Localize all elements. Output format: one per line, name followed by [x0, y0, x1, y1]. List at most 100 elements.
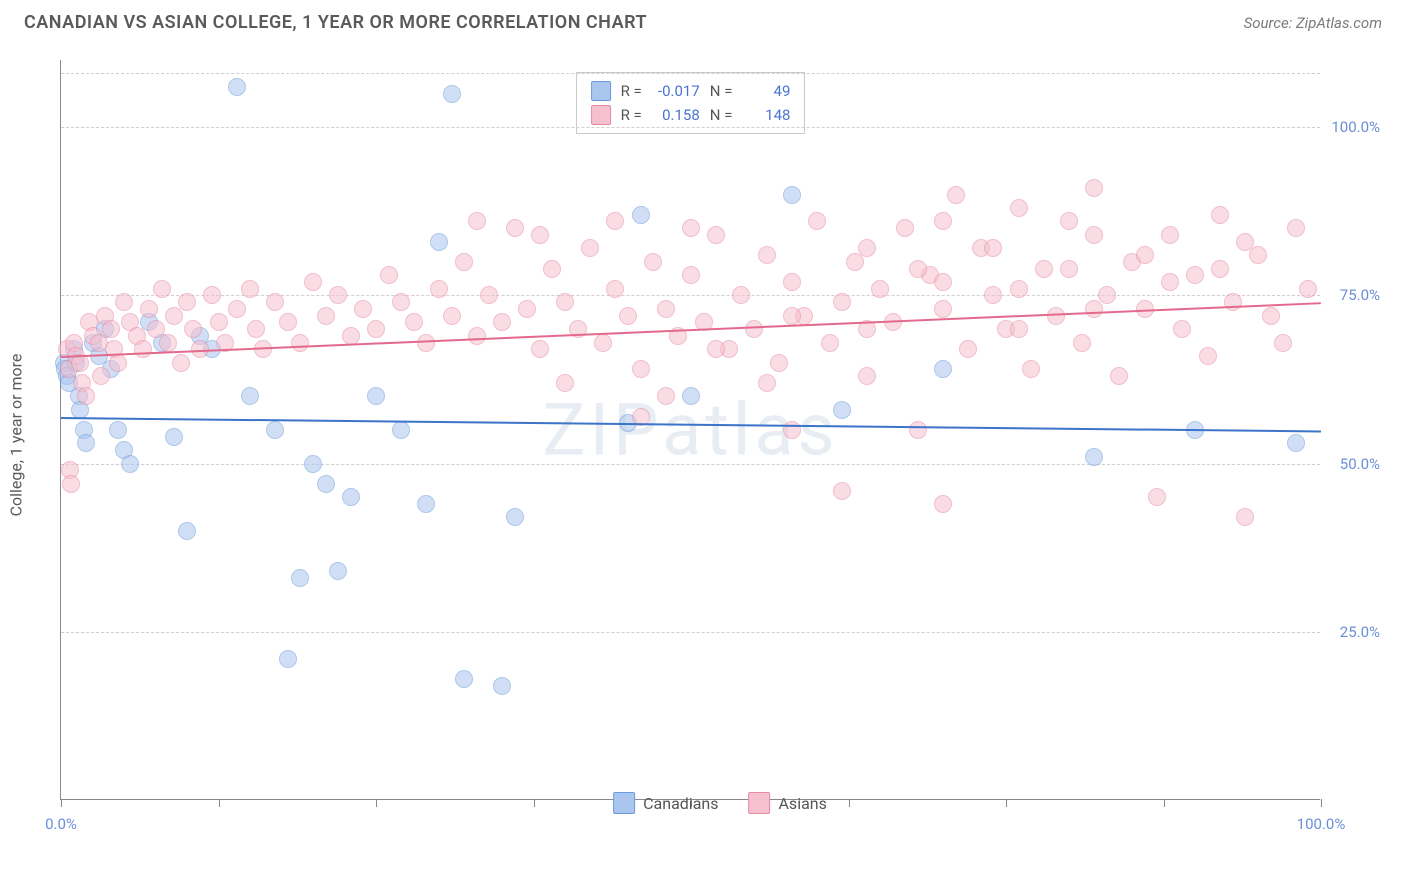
data-point: [62, 475, 80, 493]
data-point: [745, 320, 763, 338]
data-point: [266, 293, 284, 311]
data-point: [1211, 260, 1229, 278]
x-tick: [1006, 799, 1007, 807]
data-point: [833, 482, 851, 500]
x-tick: [219, 799, 220, 807]
data-point: [758, 374, 776, 392]
data-point: [1136, 246, 1154, 264]
data-point: [317, 475, 335, 493]
legend-swatch: [591, 105, 611, 125]
n-value: 49: [742, 79, 790, 103]
data-point: [821, 334, 839, 352]
data-point: [329, 286, 347, 304]
data-point: [1211, 206, 1229, 224]
data-point: [732, 286, 750, 304]
data-point: [1173, 320, 1191, 338]
data-point: [279, 313, 297, 331]
data-point: [934, 495, 952, 513]
legend-swatch: [613, 792, 635, 814]
data-point: [594, 334, 612, 352]
data-point: [210, 313, 228, 331]
y-tick-label: 75.0%: [1325, 286, 1380, 304]
data-point: [291, 334, 309, 352]
data-point: [1085, 300, 1103, 318]
data-point: [392, 293, 410, 311]
data-point: [455, 670, 473, 688]
x-tick: [534, 799, 535, 807]
data-point: [632, 360, 650, 378]
data-point: [606, 212, 624, 230]
data-point: [121, 455, 139, 473]
data-point: [329, 562, 347, 580]
data-point: [531, 226, 549, 244]
data-point: [172, 354, 190, 372]
data-point: [619, 307, 637, 325]
data-point: [1224, 293, 1242, 311]
data-point: [241, 387, 259, 405]
data-point: [556, 374, 574, 392]
data-point: [109, 421, 127, 439]
data-point: [506, 219, 524, 237]
data-point: [92, 367, 110, 385]
data-point: [228, 300, 246, 318]
data-point: [758, 246, 776, 264]
x-tick: [849, 799, 850, 807]
x-tick: [376, 799, 377, 807]
data-point: [1010, 320, 1028, 338]
data-point: [1073, 334, 1091, 352]
data-point: [833, 401, 851, 419]
data-point: [1110, 367, 1128, 385]
data-point: [342, 488, 360, 506]
r-value: 0.158: [652, 103, 700, 127]
y-tick-label: 100.0%: [1325, 118, 1380, 136]
x-tick-label: 100.0%: [1297, 815, 1346, 833]
data-point: [1010, 280, 1028, 298]
data-point: [657, 387, 675, 405]
trend-line: [61, 417, 1321, 432]
data-point: [783, 307, 801, 325]
data-point: [1161, 226, 1179, 244]
data-point: [317, 307, 335, 325]
source-label: Source: ZipAtlas.com: [1244, 14, 1382, 32]
data-point: [934, 300, 952, 318]
data-point: [443, 85, 461, 103]
data-point: [1299, 280, 1317, 298]
data-point: [984, 286, 1002, 304]
legend-swatch: [748, 792, 770, 814]
data-point: [203, 286, 221, 304]
data-point: [1262, 307, 1280, 325]
data-point: [178, 522, 196, 540]
data-point: [682, 266, 700, 284]
data-point: [1060, 212, 1078, 230]
data-point: [556, 293, 574, 311]
n-value: 148: [742, 103, 790, 127]
r-label: R =: [621, 79, 642, 103]
data-point: [228, 78, 246, 96]
data-point: [468, 212, 486, 230]
data-point: [871, 280, 889, 298]
data-point: [165, 428, 183, 446]
data-point: [266, 421, 284, 439]
data-point: [1022, 360, 1040, 378]
data-point: [518, 300, 536, 318]
data-point: [468, 327, 486, 345]
data-point: [1186, 266, 1204, 284]
data-point: [184, 320, 202, 338]
r-value: -0.017: [652, 79, 700, 103]
data-point: [159, 334, 177, 352]
data-point: [1236, 233, 1254, 251]
data-point: [783, 186, 801, 204]
data-point: [909, 421, 927, 439]
data-point: [783, 421, 801, 439]
grid-line: [61, 73, 1320, 74]
data-point: [304, 273, 322, 291]
data-point: [279, 650, 297, 668]
data-point: [1085, 448, 1103, 466]
legend-item: Canadians: [613, 792, 718, 814]
data-point: [417, 495, 435, 513]
legend-swatch: [591, 81, 611, 101]
data-point: [682, 387, 700, 405]
data-point: [455, 253, 473, 271]
n-label: N =: [710, 103, 733, 127]
data-point: [405, 313, 423, 331]
